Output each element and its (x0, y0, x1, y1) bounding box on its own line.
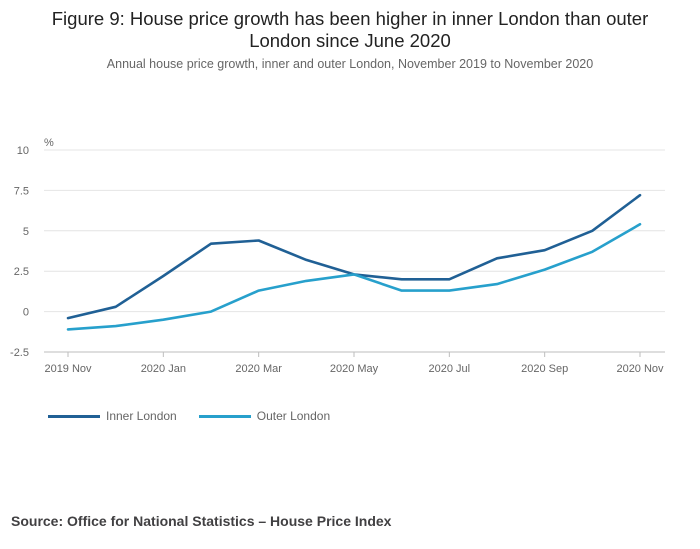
x-tick-label: 2020 Sep (521, 363, 568, 375)
data-point[interactable] (636, 220, 644, 228)
y-axis-label: % (44, 137, 54, 149)
data-point[interactable] (350, 270, 358, 278)
x-tick-label: 2019 Nov (44, 363, 92, 375)
data-point[interactable] (541, 246, 549, 254)
data-point[interactable] (255, 236, 263, 244)
y-tick-label: 0 (23, 307, 29, 319)
data-point[interactable] (207, 308, 215, 316)
legend-label-outer-london: Outer London (256, 409, 331, 423)
data-point[interactable] (398, 287, 406, 295)
data-point[interactable] (588, 227, 596, 235)
data-point[interactable] (159, 316, 167, 324)
source-note: Source: Office for National Statistics –… (11, 513, 392, 529)
x-tick-label: 2020 Jan (141, 363, 186, 375)
legend-swatch-inner-london (48, 414, 100, 418)
x-tick-label: 2020 May (330, 363, 379, 375)
x-tick-label: 2020 Nov (616, 363, 664, 375)
legend-item-inner-london[interactable]: Inner London (48, 409, 177, 423)
data-point[interactable] (445, 287, 453, 295)
data-point[interactable] (159, 272, 167, 280)
y-tick-label: 5 (23, 226, 29, 238)
y-tick-label: 2.5 (14, 266, 29, 278)
legend-item-outer-london[interactable]: Outer London (198, 409, 331, 423)
axis-layer: -2.5 0 2.5 5 7.5 10 2019 Nov 2020 Jan 2020 Mar 20… (10, 145, 664, 375)
data-point[interactable] (636, 191, 644, 199)
series-layer (64, 191, 644, 333)
y-tick-label: 10 (17, 145, 29, 157)
data-point[interactable] (207, 240, 215, 248)
data-point[interactable] (302, 256, 310, 264)
data-point[interactable] (398, 275, 406, 283)
chart-subtitle: Annual house price growth, inner and out… (106, 57, 594, 71)
x-tick-label: 2020 Jul (429, 363, 471, 375)
data-point[interactable] (64, 325, 72, 333)
y-tick-label: 7.5 (14, 185, 29, 197)
data-point[interactable] (64, 314, 72, 322)
data-point[interactable] (541, 266, 549, 274)
data-point[interactable] (112, 303, 120, 311)
data-point[interactable] (112, 322, 120, 330)
data-point[interactable] (255, 287, 263, 295)
data-point[interactable] (445, 275, 453, 283)
y-tick-label: -2.5 (10, 347, 29, 359)
data-point[interactable] (588, 248, 596, 256)
legend: Inner London Outer London (48, 409, 352, 423)
data-point[interactable] (493, 254, 501, 262)
data-point[interactable] (302, 277, 310, 285)
grid-layer (44, 149, 665, 353)
legend-label-inner-london: Inner London (106, 409, 177, 423)
chart-title: Figure 9: House price growth has been hi… (51, 8, 649, 51)
series-line-inner-london[interactable] (66, 193, 642, 320)
series-line-outer-london[interactable] (66, 223, 642, 331)
legend-swatch-outer-london (198, 414, 251, 418)
data-point[interactable] (493, 280, 501, 288)
x-tick-label: 2020 Mar (235, 363, 282, 375)
